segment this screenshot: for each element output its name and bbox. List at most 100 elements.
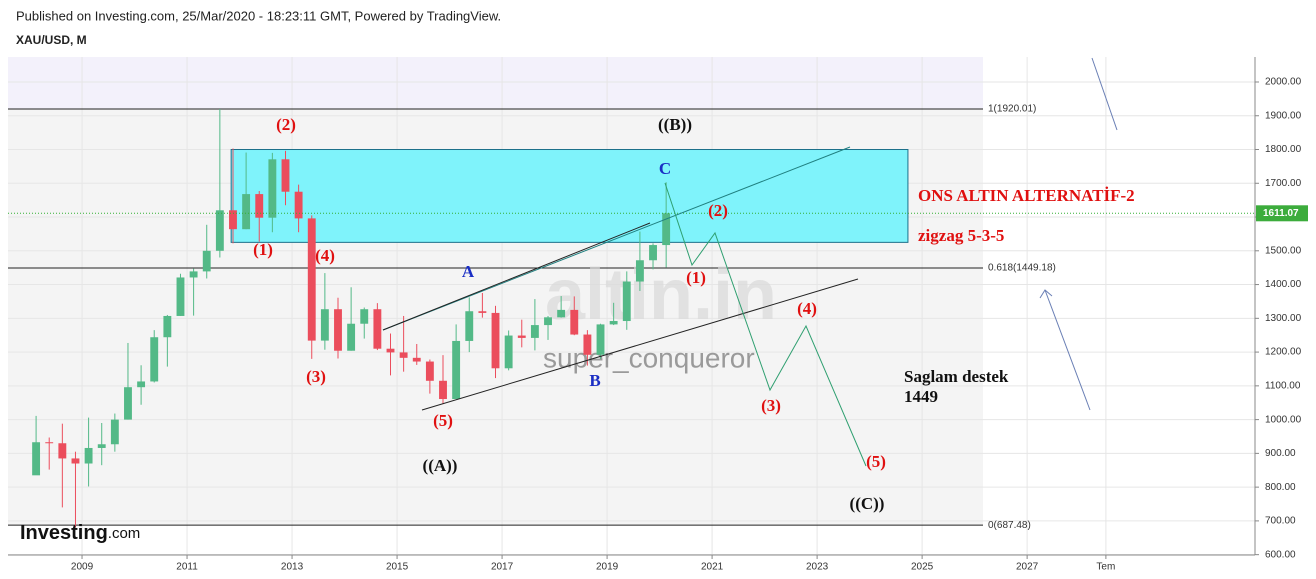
- wave-label: C: [659, 159, 671, 178]
- x-tick-label: 2027: [1016, 562, 1039, 573]
- candle-body: [334, 309, 342, 351]
- candle-body: [360, 309, 369, 324]
- candle-body: [307, 218, 316, 341]
- arrow-up: [1044, 289, 1091, 411]
- author: super_conqueror: [543, 342, 755, 373]
- candle-body: [570, 309, 579, 335]
- y-tick-label: 2000.00: [1265, 77, 1302, 88]
- candle-body: [320, 309, 329, 341]
- header: Published on Investing.com, 25/Mar/2020 …: [16, 8, 501, 23]
- fib-label: 1(1920.01): [988, 104, 1036, 115]
- candle-body: [635, 260, 644, 282]
- y-tick-label: 1400.00: [1265, 279, 1302, 290]
- candle-body: [609, 321, 618, 325]
- y-tick-label: 1100.00: [1265, 380, 1301, 391]
- x-tick-label: 2021: [701, 562, 724, 573]
- wave-label: (3): [306, 367, 326, 386]
- candle-body: [373, 309, 382, 349]
- logo-main: Investing: [20, 522, 108, 544]
- x-tick-label: 2015: [386, 562, 409, 573]
- candle-body: [124, 387, 132, 420]
- y-tick-label: 1700.00: [1265, 178, 1302, 189]
- x-tick-label: 2017: [491, 562, 514, 573]
- y-tick-label: 800.00: [1265, 482, 1296, 493]
- wave-label: zigzag 5-3-5: [918, 226, 1004, 245]
- candle-body: [84, 447, 93, 464]
- symbol: XAU/USD, M: [16, 33, 87, 47]
- arrow-head: [1039, 289, 1053, 299]
- fib-label: 0.618(1449.18): [988, 263, 1056, 274]
- wave-label: (3): [761, 396, 781, 415]
- candle-body: [189, 271, 198, 278]
- candle-body: [202, 250, 211, 272]
- target-zone: [230, 149, 909, 243]
- wave-label: (5): [866, 452, 886, 471]
- candle-body: [478, 311, 487, 313]
- candle-body: [71, 458, 80, 464]
- candle-body: [596, 324, 605, 355]
- candle-body: [439, 380, 447, 400]
- candle-body: [491, 312, 500, 369]
- wave-label: (4): [797, 299, 817, 318]
- candle-body: [399, 352, 408, 358]
- wave-label: (1): [253, 240, 273, 259]
- wave-label: Saglam destek: [904, 367, 1009, 386]
- y-tick-label: 1900.00: [1265, 110, 1302, 121]
- candle-body: [281, 159, 290, 192]
- logo: Investing.com: [20, 522, 140, 544]
- y-tick-label: 1300.00: [1265, 313, 1302, 324]
- candle-body: [583, 334, 592, 355]
- candle-body: [412, 357, 421, 362]
- candle-body: [425, 361, 434, 381]
- channel-top: [382, 146, 851, 331]
- candle-body: [242, 194, 251, 230]
- wave-label: ONS ALTIN ALTERNATİF-2: [918, 186, 1135, 205]
- candle-body: [557, 309, 566, 318]
- wave-label: (4): [315, 246, 335, 265]
- last-price-box: [1256, 205, 1308, 222]
- candle-body: [32, 442, 41, 476]
- channel-bottom: [421, 278, 859, 411]
- wave-label: ((B)): [658, 115, 692, 134]
- band-top: [8, 57, 983, 109]
- candle-body: [110, 419, 119, 445]
- x-tick-label: Tem: [1096, 562, 1115, 573]
- candle-body: [215, 210, 224, 251]
- candle-body: [465, 311, 474, 341]
- x-tick-label: 2023: [806, 562, 829, 573]
- candle-body: [45, 442, 54, 444]
- candle-body: [268, 159, 277, 218]
- x-tick-label: 2013: [281, 562, 304, 573]
- candle-body: [137, 381, 146, 388]
- wave-label: B: [589, 371, 600, 390]
- candle-body: [255, 194, 264, 218]
- x-tick-label: 2019: [596, 562, 619, 573]
- wave-label: (2): [276, 115, 296, 134]
- wave-label: (2): [708, 201, 728, 220]
- projection: [664, 182, 867, 467]
- arrow-down: [1091, 57, 1118, 131]
- y-tick-label: 1200.00: [1265, 347, 1302, 358]
- candle-body: [504, 335, 513, 369]
- candle-body: [97, 444, 106, 448]
- candle-body: [163, 315, 172, 338]
- y-tick-label: 1500.00: [1265, 245, 1302, 256]
- candle-body: [662, 213, 671, 246]
- y-tick-label: 900.00: [1265, 448, 1296, 459]
- last-price-label: 1611.07: [1263, 208, 1299, 219]
- candle-body: [386, 348, 395, 353]
- wave-label: (5): [433, 411, 453, 430]
- wave-label: A: [462, 262, 475, 281]
- candle-body: [229, 210, 237, 230]
- wave-label: (1): [686, 268, 706, 287]
- x-tick-label: 2025: [911, 562, 934, 573]
- x-tick-label: 2009: [71, 562, 94, 573]
- candle-body: [58, 443, 67, 459]
- wave-label: ((C)): [850, 494, 885, 513]
- candle-body: [517, 335, 526, 338]
- candle-body: [649, 245, 657, 261]
- candle-body: [452, 340, 461, 400]
- candle-body: [176, 277, 185, 316]
- candle-body: [544, 317, 552, 326]
